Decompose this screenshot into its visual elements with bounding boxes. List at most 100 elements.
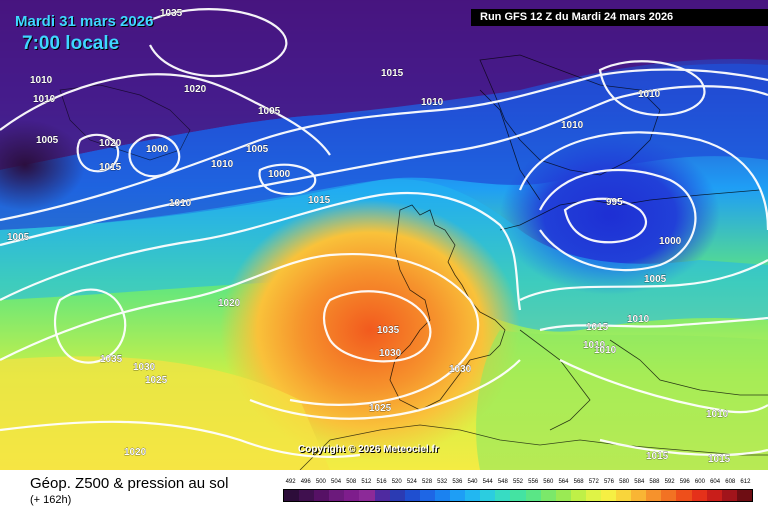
isobar-label: 1010 [561,120,584,131]
scale-swatch [480,490,496,501]
scale-swatch [616,490,632,501]
isobar-label: 1010 [594,345,617,356]
isobar-label: 1010 [169,198,192,209]
isobar-label: 1005 [7,232,30,243]
isobar-label: 1010 [33,94,56,105]
scale-label: 608 [725,479,736,485]
scale-label: 556 [528,479,539,485]
scale-swatch [540,490,556,501]
isobar-label: 1025 [369,403,392,414]
scale-label: 548 [497,479,508,485]
scale-swatch [284,490,300,501]
scale-label: 592 [664,479,675,485]
greenland-coastline [59,84,191,161]
isobar [0,253,480,406]
scale-swatch [555,490,571,501]
isobar-label: 1005 [246,144,269,155]
isobar [0,420,361,458]
isobar-label: 1030 [449,364,472,375]
scale-label: 572 [588,479,599,485]
scale-swatch [585,490,601,501]
scale-label: 576 [603,479,614,485]
isobar-label: 1010 [30,75,53,86]
isobar [539,168,697,272]
scale-label: 540 [467,479,478,485]
isobar [599,438,768,457]
isobar-label: 1020 [99,138,122,149]
copyright-notice: Copyright © 2026 Meteociel.fr [298,444,439,455]
scale-label: 568 [573,479,584,485]
scale-swatch [404,490,420,501]
scale-swatch [314,490,330,501]
forecast-time: 7:00 locale [22,33,120,54]
isobar [598,60,706,117]
scale-label: 532 [437,479,448,485]
scale-swatch [510,490,526,501]
scale-swatch [389,490,405,501]
isobar-label: 1030 [133,362,156,373]
scale-label: 584 [634,479,645,485]
scale-label: 552 [512,479,523,485]
scale-swatch [570,490,586,501]
scale-swatch [706,490,722,501]
scale-label: 492 [285,479,296,485]
isobar-label: 1015 [708,454,731,465]
scale-label: 500 [315,479,326,485]
scale-label: 588 [649,479,660,485]
isobar [518,131,768,231]
isobar-label: 995 [606,197,623,208]
isobar-label: 1030 [379,348,402,359]
isobar [0,85,768,247]
color-scale-bar [283,489,753,502]
scale-label: 580 [619,479,630,485]
isobars [0,8,768,458]
scale-label: 512 [361,479,372,485]
isobar-label: 1010 [706,409,729,420]
isobar-label: 1035 [377,325,400,336]
isobar-label: 1010 [638,89,661,100]
scale-swatch [600,490,617,501]
isobar-label: 1015 [646,451,669,462]
scale-swatch [299,490,315,501]
scale-label: 508 [346,479,357,485]
scale-label: 544 [482,479,493,485]
forecast-date: Mardi 31 mars 2026 [15,13,154,30]
scale-swatch [676,490,692,501]
scale-label: 600 [694,479,705,485]
scale-swatch [495,490,511,501]
scale-swatch [691,490,707,501]
scale-label: 596 [679,479,690,485]
scale-swatch [736,490,752,501]
isobar-label: 1000 [268,169,291,180]
scale-label: 504 [331,479,342,485]
isobar-label: 1010 [583,340,606,351]
isobar [258,163,317,196]
isobar-label: 1005 [36,135,59,146]
isobar [322,290,432,363]
isobar-label: 1015 [308,195,331,206]
isobar-label: 1000 [659,236,682,247]
scale-label: 536 [452,479,463,485]
isobar-label: 1015 [381,68,404,79]
south-green-zone [476,330,768,470]
isobar-label: 1005 [258,106,281,117]
west-low [0,120,85,210]
north-purple-zone [0,0,768,170]
isobar-label: 1025 [145,375,168,386]
isobar [563,197,647,244]
isobar-label: 1005 [644,274,667,285]
isobar [149,8,288,78]
scale-label: 612 [740,479,751,485]
isobar [0,73,331,156]
north-africa-coastline [299,424,768,470]
scale-swatch [374,490,390,501]
scale-label: 604 [710,479,721,485]
isobar [53,288,127,364]
model-run-label: Run GFS 12 Z du Mardi 24 mars 2026 [471,9,768,26]
isobar [76,133,120,173]
scale-swatch [631,490,647,501]
isobar-label: 1015 [99,162,122,173]
chart-title: Géop. Z500 & pression au sol [30,475,229,492]
scale-swatch [465,490,481,501]
isobar-labels: 1035 1010 1010 1020 1015 1005 1000 1005 … [7,8,731,465]
